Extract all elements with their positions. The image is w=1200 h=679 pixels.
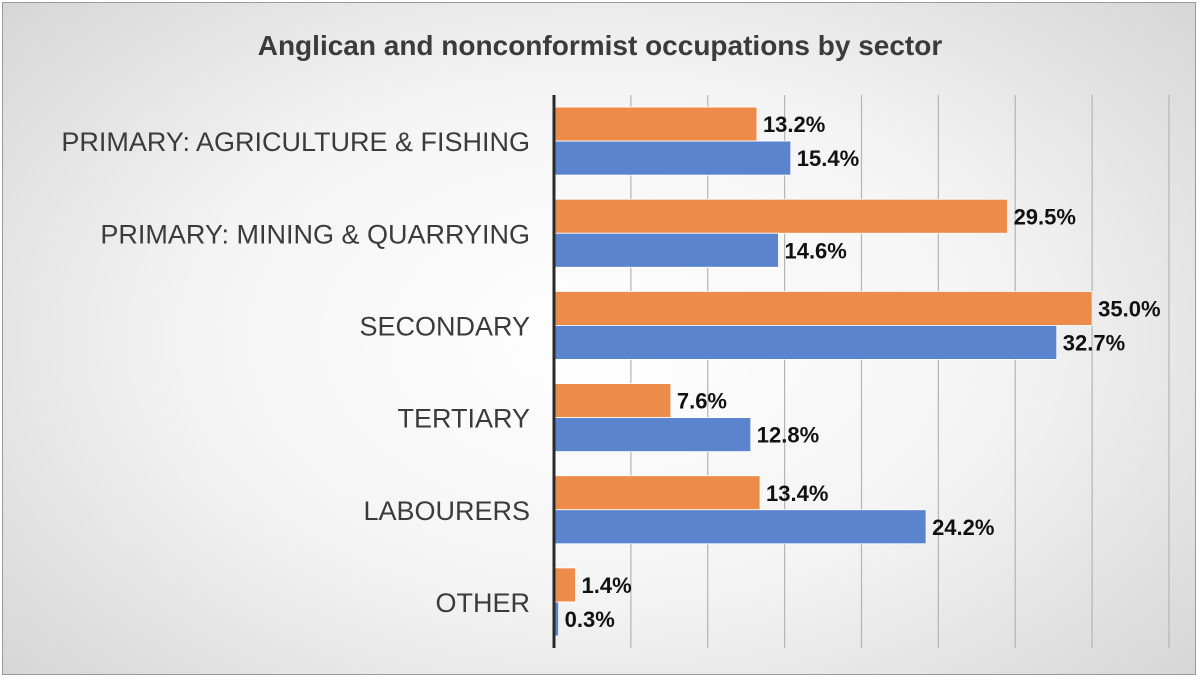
category-label-tertiary: TERTIARY (397, 404, 530, 434)
data-label-series-1-labourers: 13.4% (766, 481, 828, 506)
data-label-series-2-secondary: 32.7% (1063, 330, 1125, 355)
category-labels: PRIMARY: AGRICULTURE & FISHING PRIMARY: M… (61, 127, 530, 618)
data-label-series-2-primary-mining-quarrying: 14.6% (784, 238, 846, 263)
data-label-series-2-other: 0.3% (565, 607, 615, 632)
bar-series-2-primary-agriculture-fishing (553, 140, 792, 176)
bar-series-2-primary-mining-quarrying (553, 232, 779, 268)
data-label-series-2-tertiary: 12.8% (757, 423, 819, 448)
data-label-series-1-primary-mining-quarrying: 29.5% (1014, 204, 1076, 229)
category-label-primary-mining-quarrying: PRIMARY: MINING & QUARRYING (100, 219, 530, 249)
data-label-series-2-labourers: 24.2% (932, 515, 994, 540)
bar-series-2-tertiary (553, 417, 752, 452)
category-label-labourers: LABOURERS (363, 496, 530, 526)
bar-series-1-other (553, 567, 576, 603)
bar-chart: Anglican and nonconformist occupations b… (61, 30, 1170, 648)
bar-series-1-primary-agriculture-fishing (553, 106, 758, 142)
data-label-series-1-tertiary: 7.6% (677, 389, 727, 414)
bar-series-2-secondary (553, 325, 1058, 360)
data-labels: 13.2% 15.4% 29.5% 14.6% 35.0% 32.7% 7.6% 12.8% 1… (565, 112, 1161, 632)
category-label-other: OTHER (436, 588, 531, 618)
bar-series-1-labourers (553, 475, 761, 511)
data-label-series-1-secondary: 35.0% (1098, 296, 1160, 321)
category-label-primary-agriculture-fishing: PRIMARY: AGRICULTURE & FISHING (61, 127, 530, 157)
category-label-secondary: SECONDARY (359, 311, 530, 341)
bar-series-1-tertiary (553, 383, 672, 418)
gridlines (630, 95, 1170, 648)
bars (553, 106, 1093, 637)
bar-series-1-secondary (553, 291, 1093, 326)
bar-series-1-primary-mining-quarrying (553, 198, 1008, 234)
data-label-series-1-other: 1.4% (582, 573, 632, 598)
chart-title: Anglican and nonconformist occupations b… (258, 30, 943, 61)
bar-series-2-labourers (553, 509, 927, 545)
data-label-series-1-primary-agriculture-fishing: 13.2% (763, 112, 825, 137)
data-label-series-2-primary-agriculture-fishing: 15.4% (797, 146, 859, 171)
